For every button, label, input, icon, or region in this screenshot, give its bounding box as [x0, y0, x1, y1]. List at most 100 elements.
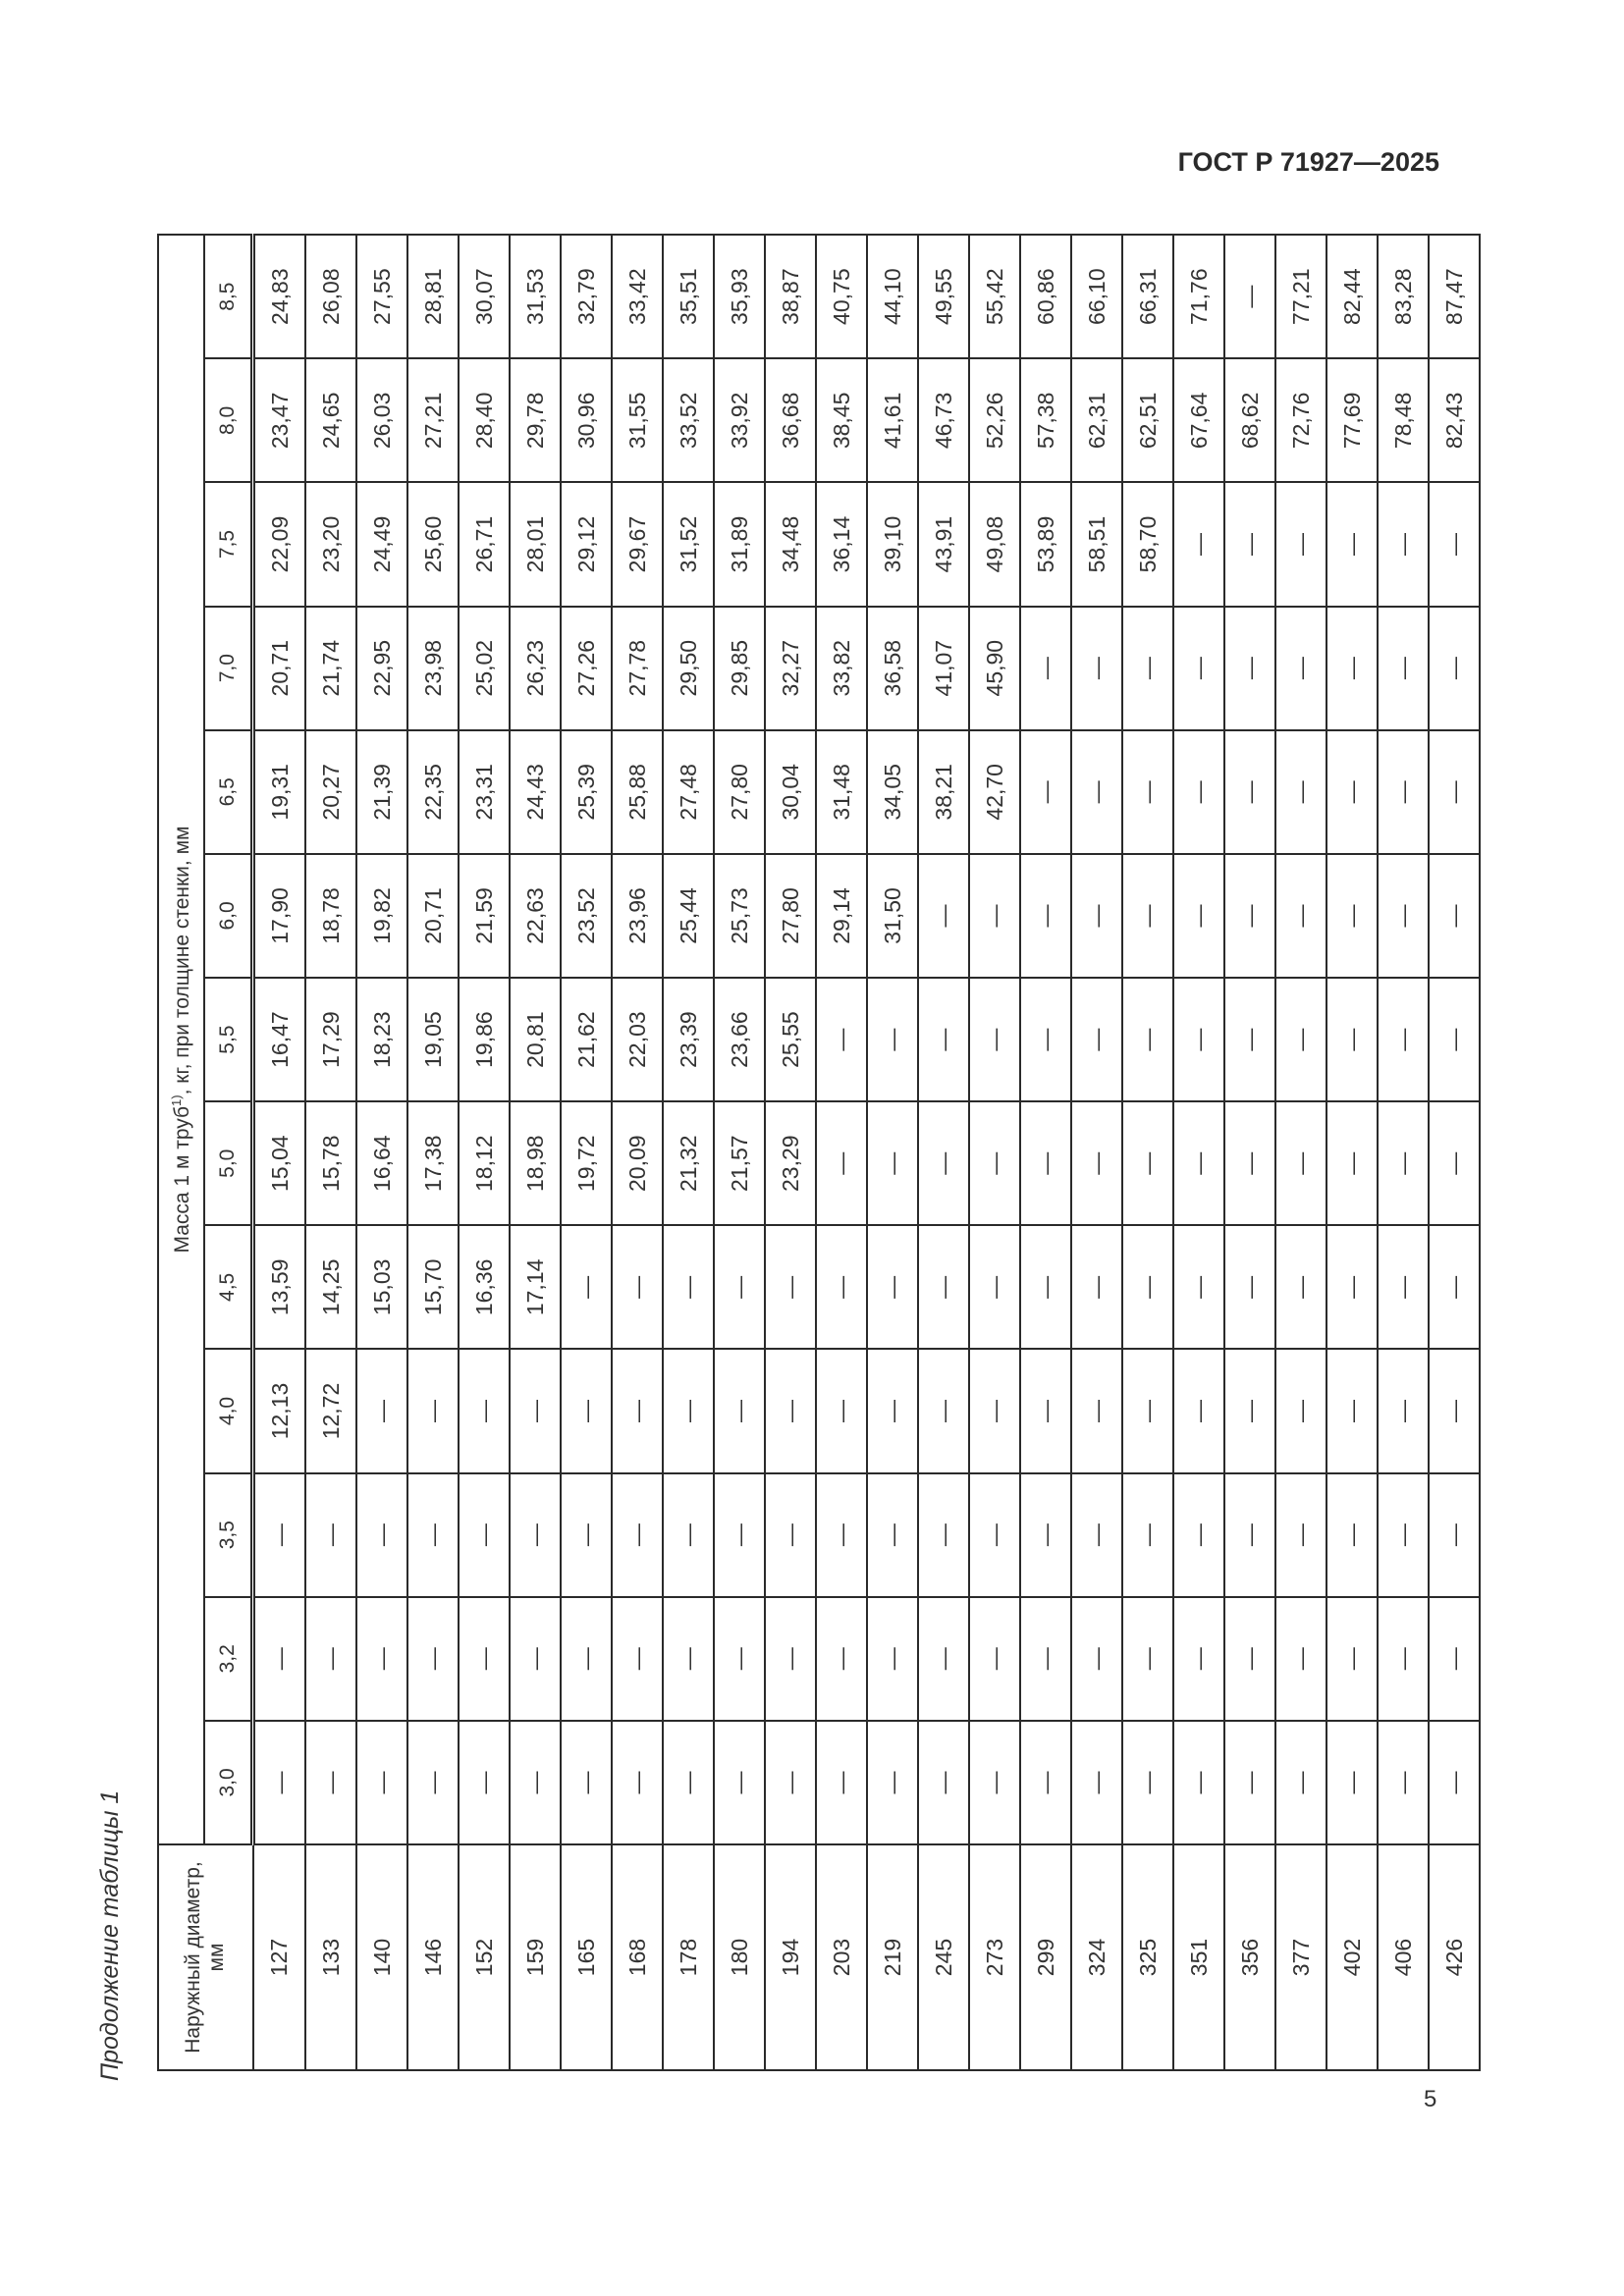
diameter-cell: 203	[816, 1844, 867, 2070]
mass-cell: 31,53	[510, 235, 561, 359]
table-row: 152— — — —16,36 18,12 19,86 21,59 23,31 25,02 26,…	[459, 235, 510, 2070]
table-row: 299— — — — — — — — — —53,89 57,38 60,86	[1020, 235, 1071, 2070]
table-row: 140— — — —15,03 16,64 18,23 19,82 21,39 22,95 24,…	[356, 235, 407, 2070]
mass-cell: —	[561, 1472, 612, 1597]
page-number: 5	[1424, 2086, 1437, 2112]
mass-cell: 23,29	[765, 1101, 816, 1226]
mass-cell: —	[1020, 1472, 1071, 1597]
mass-cell: —	[1326, 1349, 1378, 1473]
mass-cell: —	[1071, 729, 1122, 854]
mass-cell: —	[561, 1225, 612, 1350]
mass-cell: —	[356, 1349, 407, 1473]
mass-cell: —	[969, 1596, 1020, 1721]
mass-cell: 17,14	[510, 1225, 561, 1350]
mass-cell: 35,51	[663, 235, 714, 359]
mass-cell: —	[714, 1349, 765, 1473]
diameter-cell: 402	[1326, 1844, 1378, 2070]
mass-cell: 38,21	[918, 729, 969, 854]
diameter-cell: 152	[459, 1844, 510, 2070]
diameter-cell: 194	[765, 1844, 816, 2070]
mass-cell: 20,71	[252, 606, 305, 730]
thickness-header: 4,0	[204, 1349, 253, 1473]
mass-cell: —	[1326, 1720, 1378, 1844]
mass-cell: 15,04	[252, 1101, 305, 1226]
mass-cell: 68,62	[1224, 358, 1275, 483]
mass-cell: 72,76	[1275, 358, 1326, 483]
thickness-header: 5,5	[204, 978, 253, 1102]
mass-cell: —	[459, 1472, 510, 1597]
mass-cell: 30,04	[765, 729, 816, 854]
diameter-cell: 426	[1429, 1844, 1480, 2070]
diameter-cell: 146	[407, 1844, 459, 2070]
mass-cell: —	[1429, 729, 1480, 854]
diameter-cell: 168	[612, 1844, 663, 2070]
footnote-ref: 1)	[168, 1095, 184, 1106]
table-row: 165— — — — —19,72 21,62 23,52 25,39 27,26 29,12 30…	[561, 235, 612, 2070]
table-row: 203— — — — — — —29,14 31,48 33,82 36,14 38,45 40,75	[816, 235, 867, 2070]
mass-cell: 43,91	[918, 482, 969, 607]
mass-cell: —	[918, 1596, 969, 1721]
mass-cell: 23,96	[612, 853, 663, 979]
mass-cell: —	[867, 1349, 918, 1473]
table-row: 180— — — — —21,57 23,66 25,73 27,80 29,85 31,89 33…	[714, 235, 765, 2070]
mass-cell: —	[561, 1349, 612, 1473]
mass-cell: —	[1378, 729, 1429, 854]
mass-cell: —	[1429, 1349, 1480, 1473]
mass-cell: —	[1122, 853, 1173, 979]
mass-cell: 82,43	[1429, 358, 1480, 483]
mass-cell: —	[1326, 1596, 1378, 1721]
mass-cell: —	[1429, 1472, 1480, 1597]
mass-cell: —	[918, 1720, 969, 1844]
table-row: 194— — — — —23,29 25,55 27,80 30,04 32,27 34,48 36…	[765, 235, 816, 2070]
mass-cell: —	[1122, 1101, 1173, 1226]
mass-cell: —	[1122, 1472, 1173, 1597]
mass-cell: 25,39	[561, 729, 612, 854]
table-row: 377— — — — — — — — — — —72,76 77,21	[1275, 235, 1326, 2070]
thickness-header: 8,0	[204, 358, 253, 483]
table-row: 245— — — — — — — —38,21 41,07 43,91 46,73 49,55	[918, 235, 969, 2070]
mass-cell: 49,08	[969, 482, 1020, 607]
mass-cell: —	[1071, 606, 1122, 730]
table-row: 406— — — — — — — — — — —78,48 83,28	[1378, 235, 1429, 2070]
thickness-header: 3,2	[204, 1596, 253, 1721]
mass-cell: —	[969, 1472, 1020, 1597]
mass-cell: —	[1275, 482, 1326, 607]
mass-cell: 34,48	[765, 482, 816, 607]
diameter-cell: 351	[1173, 1844, 1224, 2070]
mass-cell: —	[1122, 1596, 1173, 1721]
mass-cell: —	[714, 1720, 765, 1844]
mass-cell: —	[1378, 482, 1429, 607]
mass-cell: 20,71	[407, 853, 459, 979]
mass-cell: 15,03	[356, 1225, 407, 1350]
mass-cell: 66,31	[1122, 235, 1173, 359]
table-body: 127— — —12,13 13,59 15,04 16,47 17,90 19,31 20,7…	[252, 235, 1480, 2070]
mass-cell: 21,57	[714, 1101, 765, 1226]
mass-cell: 12,72	[305, 1349, 356, 1473]
mass-cell: 25,55	[765, 978, 816, 1102]
mass-cell: 33,92	[714, 358, 765, 483]
mass-cell: —	[1020, 1349, 1071, 1473]
mass-cell: —	[1020, 978, 1071, 1102]
mass-cell: —	[252, 1596, 305, 1721]
mass-cell: —	[969, 1101, 1020, 1226]
mass-cell: 26,23	[510, 606, 561, 730]
mass-cell: —	[918, 1349, 969, 1473]
mass-cell: 19,31	[252, 729, 305, 854]
mass-cell: —	[918, 853, 969, 979]
mass-cell: —	[1071, 1225, 1122, 1350]
mass-cell: —	[663, 1472, 714, 1597]
mass-cell: 41,07	[918, 606, 969, 730]
table-row: 356— — — — — — — — — — —68,62—	[1224, 235, 1275, 2070]
mass-cell: 33,52	[663, 358, 714, 483]
mass-cell: 55,42	[969, 235, 1020, 359]
mass-cell: —	[1020, 1225, 1071, 1350]
mass-cell: —	[1378, 1101, 1429, 1226]
mass-cell: —	[1071, 1349, 1122, 1473]
mass-cell: 19,72	[561, 1101, 612, 1226]
mass-cell: 23,98	[407, 606, 459, 730]
diameter-cell: 245	[918, 1844, 969, 2070]
mass-cell: 67,64	[1173, 358, 1224, 483]
mass-cell: —	[356, 1720, 407, 1844]
mass-cell: —	[1224, 1225, 1275, 1350]
mass-cell: —	[1224, 1720, 1275, 1844]
